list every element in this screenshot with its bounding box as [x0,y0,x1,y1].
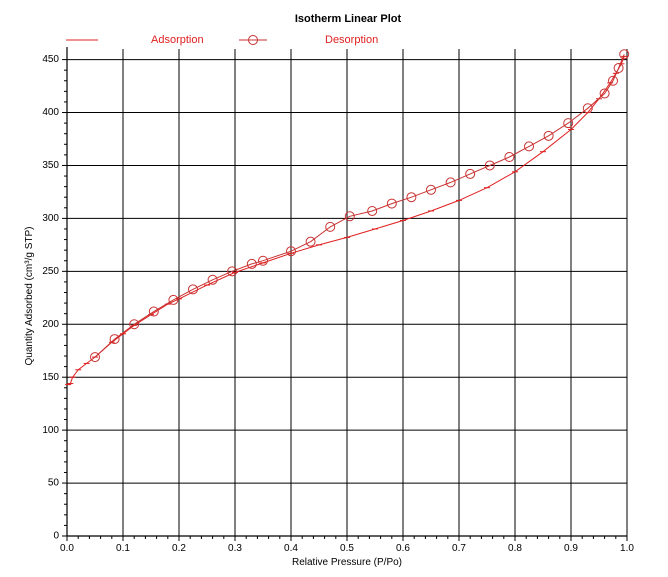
y-axis-label: Quantity Adsorbed (cm³/g STP) [24,227,35,366]
desorption-point [258,255,268,266]
x-tick-label: 0.8 [508,543,522,554]
desorption-point [613,63,624,74]
desorption-point [168,294,179,305]
x-tick-label: 0.9 [564,543,578,554]
x-tick-label: 0.6 [396,543,410,554]
desorption-point [406,192,417,203]
desorption-point [286,246,296,257]
desorption-point [524,141,534,152]
x-tick-label: 0.4 [284,543,298,554]
legend-adsorption-label: Adsorption [151,34,204,46]
desorption-point [207,274,218,285]
desorption-point [227,266,238,277]
x-tick-label: 0.1 [116,543,130,554]
desorption-point [445,177,456,188]
tick-labels: 0 50 100 150 200 250 300 350 400 450 0.0 0.1 0.2 0.3 0… [42,54,634,554]
y-tick-label: 100 [42,425,59,436]
desorption-point [484,160,495,171]
y-tick-label: 350 [42,160,59,171]
x-tick-label: 0.7 [452,543,466,554]
y-tick-label: 400 [42,107,59,118]
desorption-point [465,168,476,179]
desorption-point [563,118,574,129]
desorption-point [148,306,159,317]
y-tick-label: 450 [42,54,59,65]
desorption-point [599,88,610,99]
desorption-point [344,211,355,222]
data-series [65,49,630,386]
desorption-point [608,75,618,86]
series-desorption [90,49,630,363]
desorption-point [325,221,336,232]
desorption-point [109,334,120,345]
desorption-point [246,258,257,269]
chart-title: Isotherm Linear Plot [295,13,402,25]
grid-lines [67,49,628,536]
desorption-point [367,205,378,216]
chart-legend: Adsorption Desorption [66,34,378,46]
x-axis-label: Relative Pressure (P/Po) [292,557,402,568]
axes [62,47,628,541]
x-tick-label: 0.2 [172,543,186,554]
desorption-line [94,54,625,358]
desorption-point [305,236,316,247]
y-tick-label: 200 [42,319,59,330]
x-tick-label: 0.0 [60,543,74,554]
y-tick-label: 50 [48,478,60,489]
x-tick-label: 1.0 [620,543,634,554]
x-tick-label: 0.3 [228,543,242,554]
y-tick-label: 150 [42,372,59,383]
desorption-point [426,184,436,195]
desorption-point [582,103,593,114]
desorption-point [90,352,100,363]
legend-desorption-label: Desorption [325,34,378,46]
desorption-point [129,319,140,330]
desorption-point [386,198,397,209]
y-tick-label: 0 [53,531,59,542]
desorption-point [543,130,554,141]
y-tick-label: 250 [42,266,59,277]
desorption-point [619,49,630,60]
x-tick-label: 0.5 [340,543,354,554]
y-tick-label: 300 [42,213,59,224]
desorption-point [188,284,198,295]
legend-desorption-marker [248,35,258,45]
desorption-point [504,151,515,162]
